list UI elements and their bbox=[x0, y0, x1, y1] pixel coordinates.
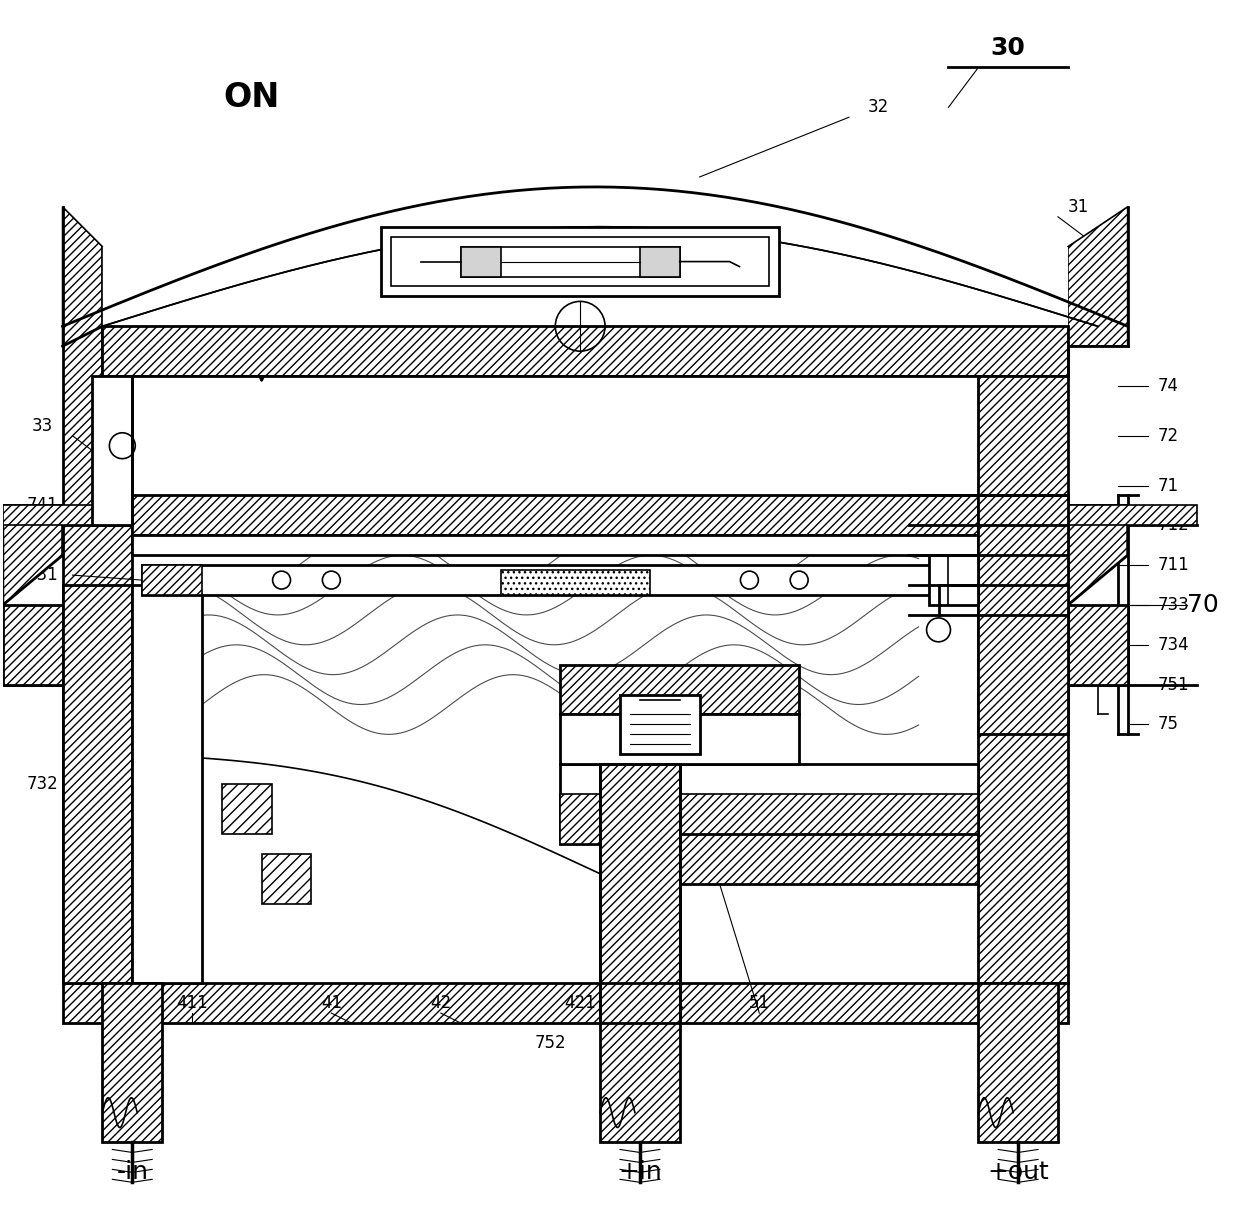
Bar bbox=[560, 665, 799, 715]
Polygon shape bbox=[2, 605, 62, 684]
Bar bbox=[133, 535, 978, 556]
Bar bbox=[381, 227, 779, 296]
Bar bbox=[560, 665, 799, 715]
Bar bbox=[133, 495, 978, 535]
Bar bbox=[461, 247, 680, 276]
Text: +in: +in bbox=[618, 1160, 662, 1185]
Polygon shape bbox=[2, 505, 133, 525]
Text: 411: 411 bbox=[176, 994, 208, 1012]
Bar bbox=[978, 495, 1068, 734]
Text: 751: 751 bbox=[1157, 676, 1189, 694]
Bar bbox=[600, 983, 680, 1142]
Text: 71: 71 bbox=[1157, 476, 1179, 494]
Text: -in: -in bbox=[117, 1160, 149, 1185]
Polygon shape bbox=[1068, 207, 1127, 346]
Bar bbox=[143, 565, 949, 595]
Text: 511: 511 bbox=[653, 994, 686, 1012]
Text: +out: +out bbox=[987, 1160, 1049, 1185]
Text: 732: 732 bbox=[27, 775, 58, 793]
Text: ON: ON bbox=[223, 81, 280, 113]
Bar bbox=[133, 586, 202, 983]
Bar bbox=[222, 784, 272, 834]
Text: 72: 72 bbox=[1157, 427, 1179, 445]
Bar bbox=[222, 784, 272, 834]
Bar bbox=[103, 327, 1068, 376]
Bar bbox=[262, 854, 311, 904]
Text: 33: 33 bbox=[32, 417, 53, 435]
Bar bbox=[103, 327, 1068, 376]
Bar bbox=[978, 306, 1068, 983]
Bar bbox=[143, 565, 202, 595]
Bar bbox=[62, 306, 133, 983]
Text: 60: 60 bbox=[143, 1104, 164, 1122]
Bar bbox=[978, 983, 1058, 1142]
Text: 31: 31 bbox=[1068, 198, 1089, 216]
Polygon shape bbox=[2, 505, 62, 605]
Text: 734: 734 bbox=[1157, 636, 1189, 654]
Text: 41: 41 bbox=[321, 994, 342, 1012]
Text: 70: 70 bbox=[1188, 593, 1219, 617]
Bar bbox=[560, 715, 799, 764]
Bar bbox=[978, 495, 1068, 734]
Text: 731: 731 bbox=[27, 566, 58, 584]
Text: 42: 42 bbox=[430, 994, 451, 1012]
Bar bbox=[600, 983, 680, 1142]
Polygon shape bbox=[1068, 505, 1127, 605]
Bar bbox=[103, 983, 162, 1142]
Bar bbox=[62, 586, 133, 983]
Bar bbox=[262, 854, 311, 904]
Bar bbox=[501, 570, 650, 595]
Bar bbox=[600, 764, 680, 1023]
Text: 421: 421 bbox=[564, 994, 596, 1012]
Bar bbox=[929, 556, 978, 605]
Bar bbox=[620, 694, 699, 754]
Bar bbox=[103, 983, 162, 1142]
Bar bbox=[461, 247, 501, 276]
Bar bbox=[978, 306, 1068, 983]
Bar bbox=[62, 983, 1068, 1023]
Bar bbox=[978, 983, 1058, 1142]
Bar bbox=[391, 236, 769, 287]
Bar bbox=[680, 834, 978, 883]
Bar bbox=[143, 565, 202, 595]
Polygon shape bbox=[1068, 505, 1198, 525]
Bar bbox=[600, 764, 680, 1023]
Text: 73: 73 bbox=[32, 625, 53, 643]
Text: 752: 752 bbox=[534, 1034, 567, 1052]
Bar bbox=[680, 834, 978, 883]
Text: 712: 712 bbox=[1157, 517, 1189, 534]
Text: 741: 741 bbox=[27, 496, 58, 515]
Text: 51: 51 bbox=[749, 994, 770, 1012]
Bar bbox=[103, 247, 1068, 327]
Bar bbox=[62, 586, 133, 983]
Text: 32: 32 bbox=[868, 99, 889, 117]
Text: 74: 74 bbox=[1157, 377, 1178, 395]
Text: 733: 733 bbox=[1157, 596, 1189, 615]
Bar bbox=[560, 794, 978, 843]
Polygon shape bbox=[62, 207, 103, 346]
Bar bbox=[133, 306, 978, 983]
Bar bbox=[133, 495, 978, 535]
Bar bbox=[93, 376, 133, 525]
Bar bbox=[560, 794, 978, 843]
Bar bbox=[640, 247, 680, 276]
Bar bbox=[600, 764, 680, 1023]
Text: 75: 75 bbox=[1157, 716, 1178, 734]
Polygon shape bbox=[1068, 605, 1127, 684]
Text: 30: 30 bbox=[991, 36, 1025, 59]
Text: 40: 40 bbox=[640, 1104, 661, 1122]
Text: 711: 711 bbox=[1157, 557, 1189, 574]
Bar bbox=[501, 570, 650, 595]
Text: 50: 50 bbox=[1018, 1104, 1039, 1122]
Bar bbox=[103, 327, 1068, 376]
Bar bbox=[62, 983, 1068, 1023]
Bar bbox=[560, 764, 978, 844]
Bar bbox=[62, 306, 133, 983]
